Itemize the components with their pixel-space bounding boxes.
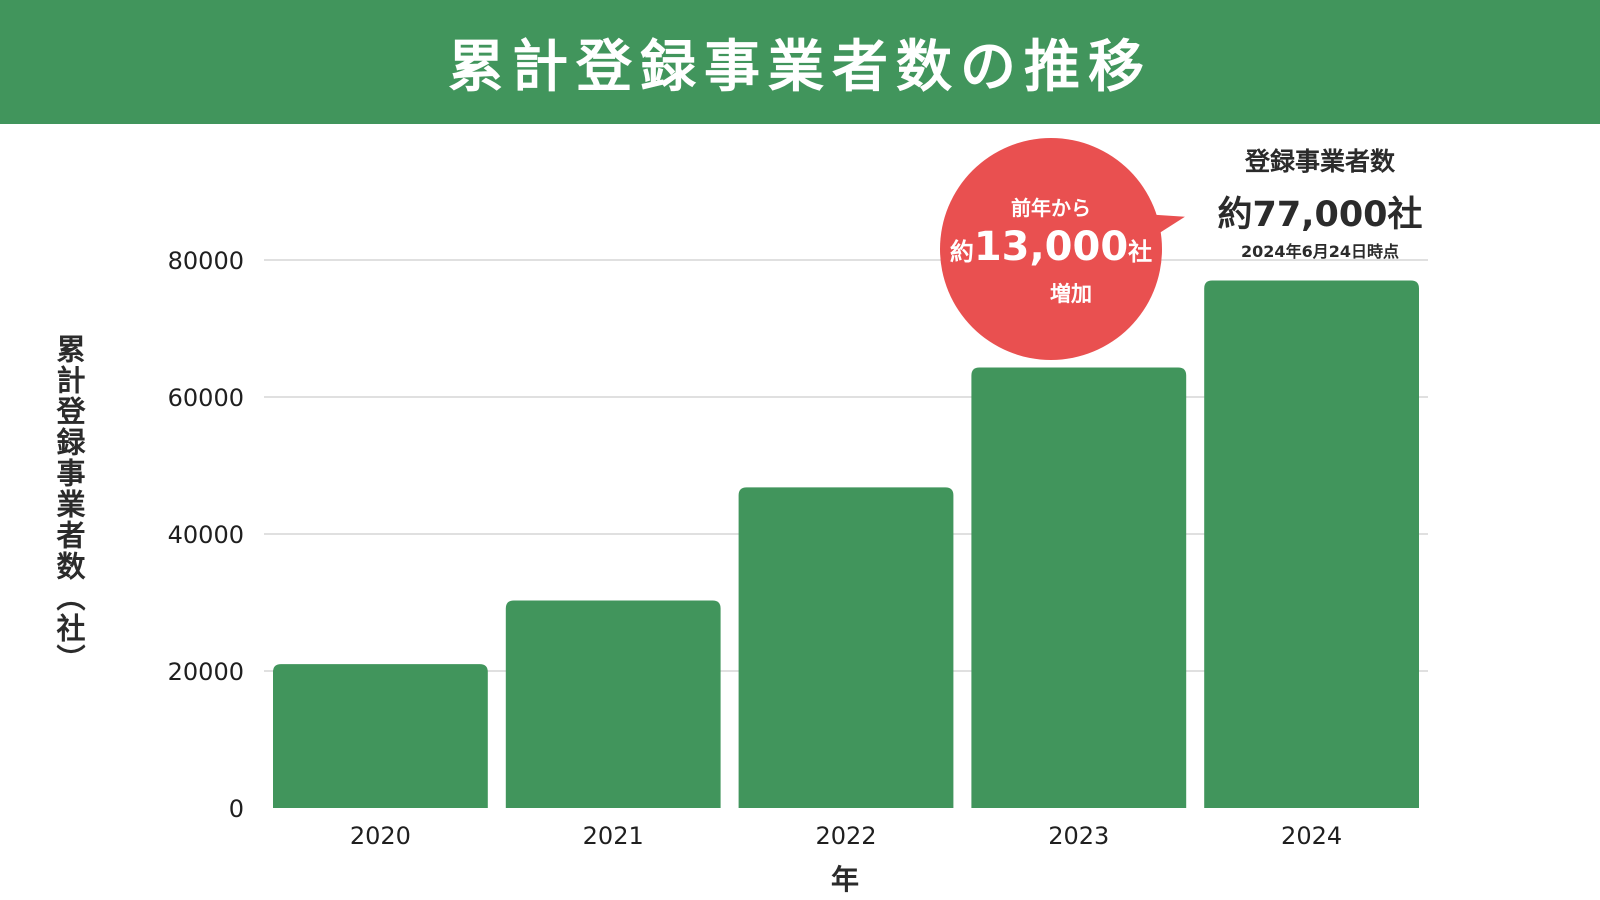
x-tick-label-2024: 2024: [1281, 822, 1342, 850]
bar-2024: [1204, 280, 1419, 808]
callout-suffix: 社: [1128, 238, 1153, 266]
latest-count-value: 約77,000社: [1217, 195, 1423, 235]
callout-prefix: 約: [949, 238, 974, 266]
increase-callout: 前年から 約13,000社 増加: [940, 138, 1162, 360]
y-tick-labels: 0 20000 40000 60000 80000: [168, 247, 244, 823]
y-tick-label: 40000: [168, 521, 244, 549]
latest-count-annotation: 登録事業者数 約77,000社 2024年6月24日時点: [1190, 142, 1450, 262]
bar-2023: [971, 367, 1187, 808]
callout-line1: 前年から: [1011, 196, 1091, 220]
x-tick-label-2023: 2023: [1048, 822, 1109, 850]
bar-2021: [505, 600, 721, 808]
y-tick-label: 20000: [168, 658, 244, 686]
y-tick-label: 60000: [168, 384, 244, 412]
bar-2022: [738, 487, 954, 808]
x-tick-label-2022: 2022: [815, 822, 876, 850]
callout-line3: 増加: [1050, 282, 1092, 306]
y-axis-label: 累計登録事業者数（社）: [52, 334, 86, 675]
title-banner: 累計登録事業者数の推移: [0, 0, 1600, 124]
callout-line2: 約13,000社: [940, 224, 1162, 270]
latest-count-label: 登録事業者数: [1244, 147, 1395, 176]
chart-title: 累計登録事業者数の推移: [448, 34, 1152, 100]
y-tick-label: 0: [229, 795, 244, 823]
bar-2020: [273, 664, 488, 808]
x-tick-labels: 2020 2021 2022 2023 2024: [350, 822, 1342, 850]
bars: [273, 280, 1419, 808]
latest-count-date: 2024年6月24日時点: [1241, 242, 1399, 261]
callout-value: 13,000: [973, 224, 1129, 270]
x-tick-label-2020: 2020: [350, 822, 411, 850]
x-axis-label: 年: [830, 863, 859, 896]
y-tick-label: 80000: [168, 247, 244, 275]
x-tick-label-2021: 2021: [583, 822, 644, 850]
